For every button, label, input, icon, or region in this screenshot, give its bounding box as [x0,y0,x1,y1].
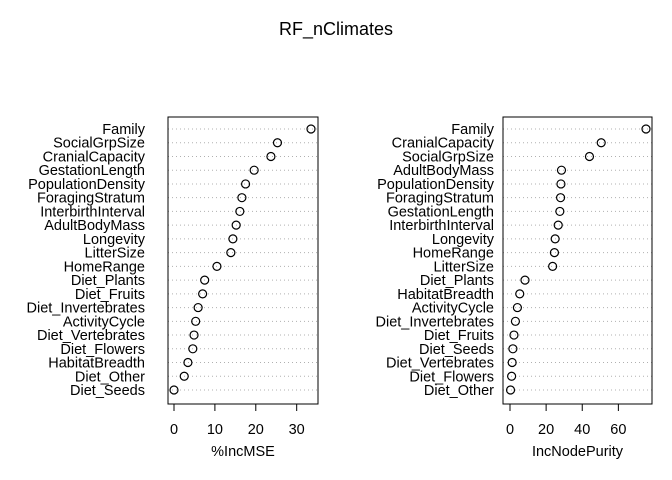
category-label: Diet_Seeds [419,342,494,358]
x-tick-label: 30 [289,422,305,438]
data-point [231,220,241,230]
data-point [179,371,189,381]
data-point [641,124,651,134]
category-label: Family [102,122,145,138]
category-label: Diet_Seeds [70,383,145,399]
category-label: PopulationDensity [377,177,495,193]
data-point [510,316,521,326]
category-label: Diet_Other [424,383,494,399]
data-point [520,275,530,285]
data-point [235,206,245,217]
category-label: GestationLength [39,163,145,179]
category-label: GestationLength [388,204,494,220]
data-point [550,234,560,244]
data-point [553,220,563,230]
data-point [226,248,236,258]
data-point [200,275,210,285]
x-axis-label: %IncMSE [211,444,275,460]
category-label: HabitatBreadth [397,287,494,303]
category-label: ForagingStratum [37,191,145,207]
data-point [306,124,316,134]
data-point [188,344,198,354]
data-point [509,330,519,340]
category-label: SocialGrpSize [402,149,494,165]
data-point [169,385,179,395]
category-label: AdultBodyMass [393,163,494,179]
data-point [240,179,251,189]
category-label: HomeRange [413,246,494,262]
category-label: ActivityCycle [63,314,145,330]
category-label: HomeRange [64,259,145,275]
category-label: Diet_Plants [420,273,494,289]
chart-title: RF_nClimates [279,19,393,40]
data-point [505,385,516,395]
data-point [507,371,517,381]
category-label: Diet_Vertebrates [386,356,494,372]
category-label: Family [451,122,494,138]
data-point [266,151,276,162]
x-tick-label: 20 [248,422,264,438]
data-point [556,179,566,189]
category-label: Diet_Flowers [409,369,494,385]
data-point [249,165,259,175]
x-tick-label: 60 [610,422,626,438]
category-label: PopulationDensity [28,177,146,193]
data-point [212,261,222,271]
data-point [596,138,606,148]
data-point [548,261,558,271]
category-label: InterbirthInterval [389,218,494,234]
data-point [193,302,203,313]
panel-incmse: FamilySocialGrpSizeCranialCapacityGestat… [27,116,319,460]
x-tick-label: 20 [538,422,554,438]
category-label: Diet_Flowers [60,342,145,358]
data-point [183,357,193,368]
category-label: SocialGrpSize [53,136,145,152]
data-point [512,302,523,313]
x-tick-label: 0 [170,422,178,438]
category-label: HabitatBreadth [48,356,145,372]
data-point [198,289,208,299]
category-label: ForagingStratum [386,191,494,207]
data-point [237,193,247,203]
category-label: Diet_Fruits [75,287,145,303]
plot-frame [502,116,653,405]
data-point [555,193,566,203]
data-point [228,234,238,244]
x-tick-label: 40 [574,422,590,438]
category-label: ActivityCycle [412,301,494,317]
plot-frame [167,116,319,405]
category-label: InterbirthInterval [40,204,145,220]
x-axis-label: IncNodePurity [532,444,624,460]
x-tick-label: 0 [506,422,514,438]
category-label: Diet_Invertebrates [27,301,145,317]
category-label: Diet_Fruits [424,328,494,344]
category-label: CranialCapacity [392,136,495,152]
data-point [584,151,595,162]
data-point [549,248,560,258]
data-point [191,316,201,326]
category-label: LitterSize [434,259,494,275]
data-point [189,330,199,340]
data-point [556,165,567,175]
category-label: CranialCapacity [43,149,146,165]
category-label: LitterSize [85,246,145,262]
category-label: Longevity [83,232,146,248]
category-label: Diet_Vertebrates [37,328,145,344]
category-label: Diet_Other [75,369,145,385]
panel-incnodepurity: FamilyCranialCapacitySocialGrpSizeAdultB… [376,116,653,460]
data-point [515,289,525,299]
data-point [272,138,283,148]
category-label: Longevity [432,232,495,248]
x-tick-label: 10 [207,422,223,438]
category-label: AdultBodyMass [44,218,145,234]
data-point [507,357,517,368]
category-label: Diet_Plants [71,273,145,289]
data-point [508,344,518,354]
category-label: Diet_Invertebrates [376,314,494,330]
data-point [555,206,565,217]
